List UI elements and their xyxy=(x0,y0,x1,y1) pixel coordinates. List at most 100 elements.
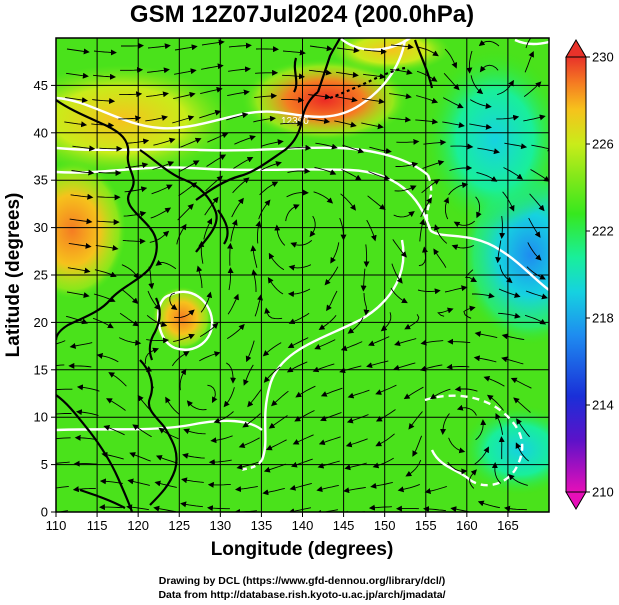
wind-streamline xyxy=(173,333,195,343)
wind-streamline xyxy=(368,171,391,181)
wind-streamline xyxy=(56,437,71,440)
wind-streamline xyxy=(207,384,218,404)
wind-streamline xyxy=(153,137,176,146)
wind-streamline xyxy=(491,462,502,484)
wind-streamline xyxy=(463,305,476,319)
wind-streamline xyxy=(502,191,515,212)
wind-streamline xyxy=(199,322,219,337)
wind-streamline xyxy=(291,458,313,468)
wind-streamline xyxy=(176,223,187,245)
wind-streamline xyxy=(96,352,119,363)
y-tick-label: 45 xyxy=(34,78,48,93)
wind-streamline xyxy=(309,45,333,52)
wind-streamline xyxy=(344,462,367,471)
wind-streamline xyxy=(308,93,331,100)
wind-streamline xyxy=(375,433,395,447)
wind-streamline xyxy=(393,362,416,371)
wind-streamline xyxy=(442,121,465,128)
y-tick-label: 5 xyxy=(41,457,48,472)
wind-streamline xyxy=(363,292,370,316)
wind-streamline xyxy=(67,267,91,274)
x-axis-ticks: 110 115 120 125 130 135 140 145 150 155 160 165 xyxy=(46,512,519,533)
wind-streamline xyxy=(265,439,287,451)
wind-streamline xyxy=(95,244,119,251)
wind-streamline xyxy=(268,415,288,429)
wind-streamline xyxy=(372,457,394,469)
coastline-kamchatka xyxy=(413,39,434,89)
wind-streamline xyxy=(205,175,223,192)
wind-streamline xyxy=(201,39,225,46)
x-tick-label: 160 xyxy=(456,518,478,533)
y-tick-label: 0 xyxy=(41,505,48,520)
wind-streamline xyxy=(504,142,528,150)
wind-streamline xyxy=(231,197,244,218)
wind-streamline xyxy=(508,473,528,486)
wind-streamline xyxy=(198,240,205,264)
wind-streamline xyxy=(429,388,451,400)
wind-streamline xyxy=(103,425,125,436)
wind-streamline xyxy=(180,501,203,508)
contour-line xyxy=(514,38,549,46)
wind-streamline xyxy=(264,307,283,320)
wind-streamline xyxy=(152,161,175,170)
wind-streamline xyxy=(227,242,234,266)
wind-streamline xyxy=(444,48,458,69)
wind-streamline xyxy=(129,452,151,462)
wind-streamline xyxy=(416,70,438,82)
wind-streamline xyxy=(253,115,276,123)
y-tick-label: 25 xyxy=(34,268,48,283)
wind-streamline xyxy=(419,218,426,242)
wind-streamline xyxy=(362,98,385,105)
wind-streamline xyxy=(243,364,254,386)
wind-streamline xyxy=(360,268,367,292)
wind-streamline xyxy=(155,455,178,464)
contour-line xyxy=(156,290,214,351)
wind-streamline xyxy=(71,169,95,176)
wind-streamline xyxy=(232,177,250,194)
wind-streamline xyxy=(282,49,306,56)
wind-streamline xyxy=(375,409,396,422)
wind-streamline xyxy=(228,42,252,49)
wind-streamline xyxy=(172,115,195,124)
wind-streamline xyxy=(121,264,140,280)
wind-streamline xyxy=(465,269,478,283)
wind-streamline xyxy=(466,50,473,74)
wind-streamline xyxy=(150,207,172,219)
wind-streamline xyxy=(524,50,534,73)
wind-streamline xyxy=(182,452,205,459)
wind-streamline xyxy=(258,199,271,220)
wind-streamline xyxy=(433,224,448,244)
wind-streamline xyxy=(499,216,506,239)
wind-streamline xyxy=(144,347,159,364)
wind-streamline xyxy=(196,265,203,289)
wind-streamline xyxy=(119,91,143,98)
wind-streamline xyxy=(127,478,150,486)
colorbar-top-arrow xyxy=(565,39,587,58)
wind-streamline xyxy=(56,340,66,345)
x-tick-label: 145 xyxy=(333,518,355,533)
chart-title: GSM 12Z07Jul2024 (200.0hPa) xyxy=(130,1,474,28)
wind-streamline xyxy=(200,86,223,95)
wind-streamline xyxy=(68,362,92,369)
wind-streamline xyxy=(227,293,239,315)
wind-streamline xyxy=(267,277,284,295)
wind-streamline xyxy=(179,160,200,172)
wind-streamline xyxy=(236,461,259,470)
colorbar-tick-label: 230 xyxy=(592,50,614,65)
warm-region-northwest xyxy=(56,65,230,175)
wind-streamline xyxy=(97,194,121,201)
wind-streamline xyxy=(75,409,99,416)
contour-line xyxy=(339,38,411,51)
wind-streamline xyxy=(169,292,178,310)
wind-streamline xyxy=(476,172,498,182)
wind-streamline xyxy=(342,144,365,154)
contour-line xyxy=(429,229,549,291)
wind-streamline xyxy=(367,195,386,210)
wind-streamline xyxy=(56,413,72,415)
wind-streamline xyxy=(336,47,360,54)
wind-streamline xyxy=(501,356,524,365)
wind-streamline xyxy=(74,434,98,441)
x-tick-label: 140 xyxy=(292,518,314,533)
wind-streamline xyxy=(288,264,312,271)
wind-streamline xyxy=(469,99,492,109)
